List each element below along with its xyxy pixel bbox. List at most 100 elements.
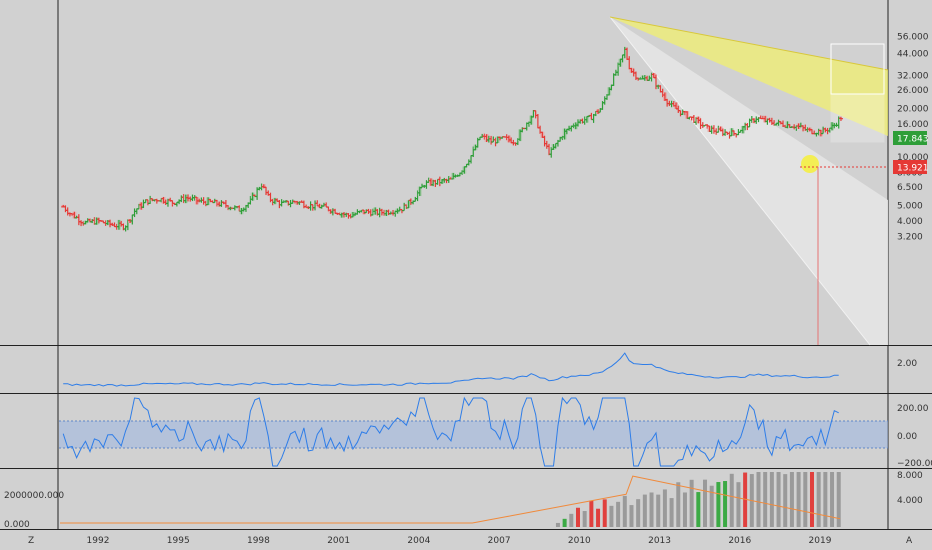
price-bar [239, 207, 244, 215]
indicator-2-tick-label: −200.00 [897, 459, 932, 469]
price-bar [685, 111, 690, 119]
corner-left-label[interactable]: Z [28, 536, 34, 546]
volume-bar [616, 501, 621, 527]
volume-bar [809, 472, 814, 527]
price-bar [752, 118, 757, 124]
price-bar [607, 87, 612, 96]
price-tick-label: 26.000 [897, 86, 929, 96]
price-bar [674, 102, 679, 110]
volume-bar [816, 472, 821, 527]
price-tick-label: 6.500 [897, 183, 923, 193]
price-bar [250, 192, 255, 201]
price-bar [116, 219, 121, 230]
volume-bar [796, 472, 801, 527]
price-tick-label: 10.000 [897, 153, 929, 163]
time-tick-label: 1998 [247, 536, 270, 546]
target-box-top [830, 43, 885, 95]
indicator-1-path [63, 352, 839, 387]
price-bar [406, 199, 411, 209]
volume-average-line [60, 475, 841, 524]
volume-bar [629, 505, 634, 527]
volume-bar [622, 495, 627, 527]
volume-bar [783, 474, 788, 527]
time-tick-label: 2010 [568, 536, 591, 546]
volume-bar [596, 508, 601, 527]
last-price-tag: 17.843 [893, 131, 929, 145]
price-bar [830, 122, 835, 131]
volume-bars [555, 472, 841, 527]
volume-bar [669, 498, 674, 527]
time-axis: 1992 1995 1998 2001 2004 2007 2010 2013 2016 2019 [87, 536, 832, 546]
price-bar [838, 116, 843, 121]
price-tick-label: 20.000 [897, 105, 929, 115]
volume-bar [830, 472, 835, 527]
time-tick-label: 2016 [728, 536, 751, 546]
volume-bar [836, 472, 841, 527]
volume-bar [555, 522, 560, 527]
volume-bar [589, 500, 594, 527]
volume-bar [716, 482, 721, 527]
volume-bar [682, 492, 687, 527]
time-tick-label: 2007 [488, 536, 511, 546]
highlight-marker [801, 155, 819, 173]
fan-lower-line [609, 16, 871, 346]
corner-right-label[interactable]: A [906, 536, 913, 546]
volume-bar [729, 473, 734, 527]
volume-bar [636, 499, 641, 527]
time-tick-label: 2019 [809, 536, 832, 546]
volume-bar [602, 499, 607, 527]
volume-average-path [60, 475, 841, 524]
indicator-2-axis: 200.00 0.00 −200.00 [897, 404, 932, 469]
time-tick-label: 1995 [167, 536, 190, 546]
price-bar [206, 197, 211, 206]
price-tick-label: 4.000 [897, 217, 923, 227]
price-bar [562, 128, 567, 140]
indicator-1-line [63, 352, 839, 387]
price-tick-label: 3.200 [897, 233, 923, 243]
volume-bar [723, 481, 728, 527]
price-bar [462, 166, 467, 174]
price-bar [139, 202, 144, 210]
price-tick-label: 32.000 [897, 72, 929, 82]
volume-bar [789, 472, 794, 527]
volume-left-tick-label: 2000000.000 [4, 491, 64, 501]
yellow-fan-area [610, 17, 888, 136]
volume-bar [703, 479, 708, 527]
volume-left-tick-label: 0.000 [4, 520, 30, 530]
volume-bar [649, 492, 654, 527]
price-bar [584, 115, 589, 123]
last-price-label: 17.843 [897, 135, 929, 145]
volume-right-tick-label: 8.000 [897, 471, 923, 481]
volume-bar [803, 472, 808, 527]
volume-bar [582, 511, 587, 527]
volume-bar [763, 472, 768, 527]
price-bar [272, 197, 277, 205]
volume-bar [569, 513, 574, 527]
volume-bar [743, 472, 748, 527]
volume-bar [575, 507, 580, 527]
volume-bar [562, 518, 567, 527]
volume-bar [656, 494, 661, 527]
indicator-2-line [62, 396, 839, 467]
marked-price-label: 13.921 [897, 164, 929, 174]
time-tick-label: 2001 [327, 536, 350, 546]
volume-axis: 2000000.000 0.000 8.000 4.000 [4, 471, 923, 530]
price-bar [729, 128, 734, 137]
volume-bar [696, 492, 701, 527]
price-tick-label: 56.000 [897, 33, 929, 43]
volume-bar [769, 472, 774, 527]
volume-bar [689, 479, 694, 527]
volume-bar [736, 482, 741, 527]
volume-bar [709, 485, 714, 527]
indicator-1-tick-label: 2.00 [897, 359, 917, 369]
time-tick-label: 2013 [648, 536, 671, 546]
time-tick-label: 2004 [407, 536, 430, 546]
indicator-2-tick-label: 200.00 [897, 404, 929, 414]
volume-bar [776, 472, 781, 527]
price-bar [506, 135, 511, 143]
price-bar [573, 122, 578, 130]
price-bar [484, 134, 489, 143]
indicator-2-tick-label: 0.00 [897, 432, 917, 442]
volume-bar [642, 494, 647, 527]
